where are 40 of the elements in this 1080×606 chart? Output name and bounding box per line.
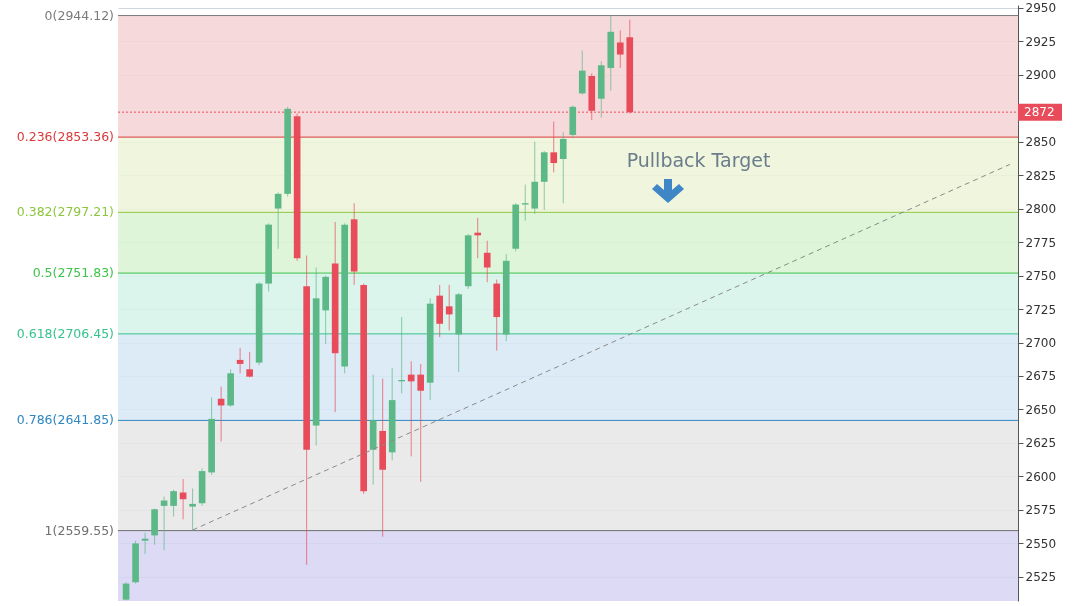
y-tick-label: 2800 [1025, 202, 1057, 217]
y-tick-label: 2600 [1025, 469, 1057, 484]
y-tick-label: 2900 [1025, 68, 1057, 83]
ref-line-label: 0.5(2751.83) [32, 265, 114, 281]
y-tick-label: 2575 [1025, 503, 1057, 518]
annotation: Pullback Target [626, 149, 771, 172]
y-tick-label: 2625 [1025, 436, 1057, 451]
candlestick [274, 192, 282, 250]
y-tick-label: 2725 [1025, 302, 1057, 317]
y-tick-label: 2775 [1025, 235, 1057, 250]
ref-line-label: 0.382(2797.21) [16, 204, 114, 220]
y-tick-label: 2675 [1025, 369, 1057, 384]
y-tick-label: 2850 [1025, 135, 1057, 150]
ref-line-label: 0.236(2853.36) [16, 129, 114, 145]
candlestick [616, 29, 624, 69]
candlestick [445, 284, 453, 331]
ref-line-label: 0.786(2641.85) [16, 412, 114, 428]
y-tick-label: 2550 [1025, 536, 1057, 551]
candlestick [559, 131, 567, 204]
y-tick-label: 2925 [1025, 34, 1057, 49]
candlestick [170, 489, 177, 518]
ref-line-label: 0(2944.12) [44, 7, 114, 23]
y-tick-label: 2750 [1025, 269, 1057, 284]
candlestick [550, 121, 558, 173]
y-tick-label: 2525 [1025, 570, 1057, 585]
ref-line-label: 1(2559.55) [44, 522, 114, 538]
candlestick [521, 183, 529, 222]
candlestick [246, 351, 253, 378]
ref-line-label: 2872 [1024, 105, 1055, 120]
y-tick-label: 2700 [1025, 336, 1057, 351]
candlestick [578, 50, 586, 96]
y-tick-label: 2825 [1025, 168, 1057, 183]
candlestick [407, 360, 415, 457]
ref-line-label: 0.618(2706.45) [16, 325, 114, 341]
candlestick [417, 363, 425, 483]
y-tick-label: 2950 [1025, 1, 1057, 16]
y-tick-label: 2650 [1025, 402, 1057, 417]
candlestick [141, 532, 149, 555]
candlestick [483, 240, 491, 283]
candlestick [189, 488, 196, 532]
